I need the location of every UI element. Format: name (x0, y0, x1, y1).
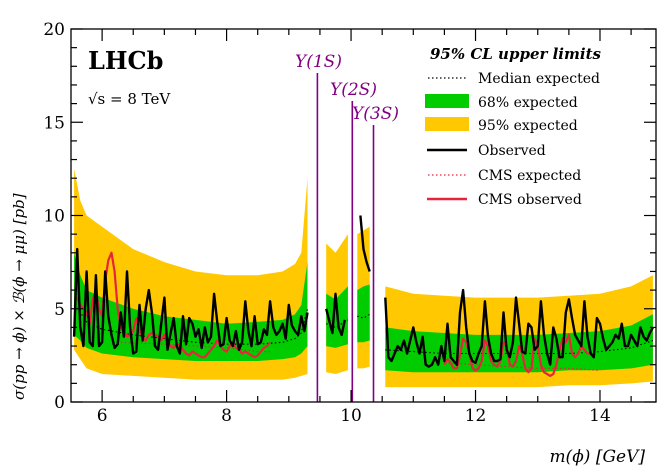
resonance-label-0: Υ(1S) (295, 52, 342, 72)
median-segment-0 (73, 304, 309, 345)
legend: 95% CL upper limits Median expected 68% … (425, 45, 602, 208)
observed-line-2 (359, 215, 371, 272)
resonance-label-1: Υ(2S) (330, 80, 377, 100)
energy-label: √s = 8 TeV (88, 90, 171, 108)
legend-band68-label: 68% expected (478, 95, 578, 111)
resonance-markers: Υ(1S) Υ(2S) Υ(3S) (295, 52, 399, 402)
experiment-label: LHCb (88, 46, 163, 75)
y-tick-label: 15 (43, 113, 65, 133)
legend-cms-expected-label: CMS expected (478, 168, 581, 184)
observed-line-1 (325, 292, 346, 337)
observed-line-0 (72, 247, 309, 355)
y-tick-label: 20 (43, 20, 65, 40)
x-tick-label: 6 (97, 406, 108, 426)
x-tick-label: 14 (589, 406, 611, 426)
cms-expected-line-0 (120, 341, 271, 353)
y-tick-label: 5 (54, 300, 65, 320)
y-tick-label: 10 (43, 207, 65, 227)
y-axis-label: σ(pp → ϕ) × ℬ(ϕ → μμ) [pb] (10, 193, 28, 400)
x-axis-label: m(ϕ) [GeV] (549, 447, 645, 467)
legend-observed-label: Observed (478, 143, 546, 159)
legend-band95-swatch (425, 117, 469, 131)
y-tick-label: 0 (54, 393, 65, 413)
legend-band68-swatch (425, 94, 469, 108)
band68-segment-2 (357, 284, 370, 343)
x-tick-label: 12 (465, 406, 487, 426)
legend-title: 95% CL upper limits (430, 45, 602, 63)
axis-ticks: 6 8 10 12 14 0 5 10 15 20 (43, 20, 656, 426)
legend-cms-observed-label: CMS observed (478, 192, 582, 208)
legend-median-label: Median expected (478, 71, 600, 87)
limit-curves (72, 215, 654, 377)
x-tick-label: 10 (340, 406, 362, 426)
legend-band95-label: 95% expected (478, 118, 578, 134)
x-tick-label: 8 (221, 406, 232, 426)
observed-line-3 (384, 288, 654, 368)
resonance-label-2: Υ(3S) (352, 104, 399, 124)
